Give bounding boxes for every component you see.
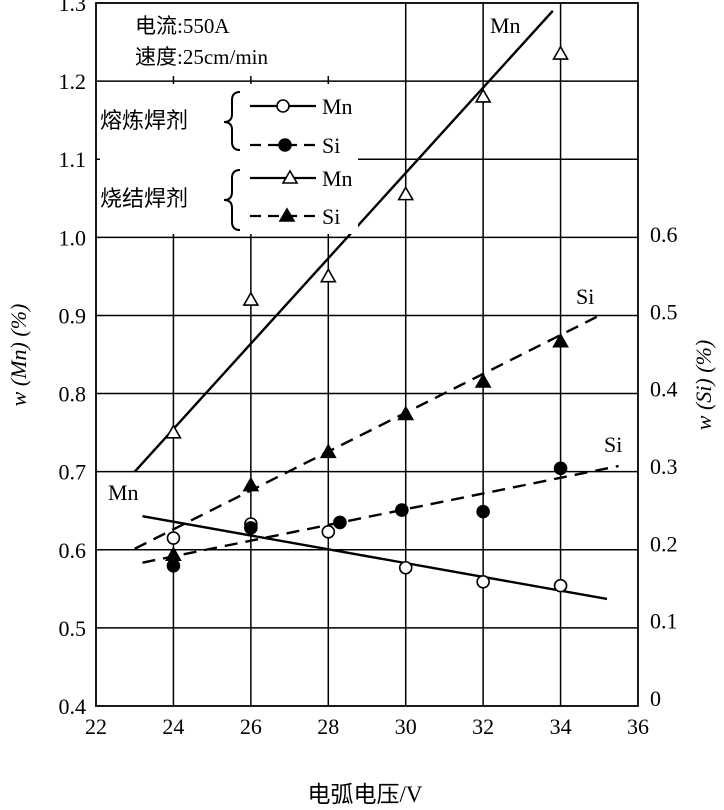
grid — [96, 3, 638, 706]
condition-current: 电流:550A — [135, 14, 230, 38]
point-sintered-si-3 — [397, 405, 415, 421]
point-sintered-mn-3 — [397, 185, 415, 201]
point-sintered-si-5 — [552, 332, 569, 348]
left-tick-label-0.5: 0.5 — [59, 616, 87, 641]
point-sintered-mn-4 — [474, 88, 492, 103]
left-axis-label: w (Mn) (%) — [6, 304, 31, 407]
left-tick-label-1.0: 1.0 — [59, 225, 87, 250]
point-fused-si-2 — [333, 515, 347, 530]
right-tick-label-0.4: 0.4 — [650, 377, 678, 402]
right-tick-label-0.1: 0.1 — [650, 609, 678, 634]
point-sintered-si-4 — [474, 373, 492, 388]
point-fused-si-3 — [395, 503, 409, 517]
point-sintered-mn-5 — [552, 45, 569, 60]
x-axis-ticks: 22 24 26 28 30 32 34 36 — [85, 714, 649, 739]
legend-marker-sintered-mn — [281, 169, 299, 184]
point-fused-mn-5 — [553, 578, 568, 593]
x-tick-label-28: 28 — [317, 714, 339, 739]
legend-box — [100, 84, 358, 234]
left-tick-label-0.9: 0.9 — [59, 303, 87, 328]
right-axis-ticks: 0 0.1 0.2 0.3 0.4 0.5 0.6 — [650, 222, 678, 711]
point-sintered-si-1 — [242, 476, 260, 492]
fit-lines — [133, 10, 619, 601]
x-tick-label-34: 34 — [550, 714, 572, 739]
left-axis-ticks: 0.4 0.5 0.6 0.7 0.8 0.9 1.0 1.1 1.2 1.3 — [59, 0, 87, 719]
fit-line-sintered-mn — [133, 10, 554, 473]
legend-group-fused: 熔炼焊剂 — [100, 108, 188, 133]
legend-group-sintered: 烧结焊剂 — [100, 186, 188, 211]
line-label-sintered-si: Si — [576, 284, 594, 309]
line-label-sintered-mn: Mn — [490, 13, 521, 38]
fit-line-fused-mn — [142, 515, 608, 601]
legend-brace-fused — [223, 91, 241, 151]
fit-line-fused-si — [142, 464, 619, 564]
x-tick-label-30: 30 — [395, 714, 417, 739]
x-tick-label-36: 36 — [627, 714, 649, 739]
point-fused-mn-0 — [166, 531, 181, 545]
left-tick-label-0.7: 0.7 — [59, 460, 87, 485]
line-label-fused-si: Si — [604, 432, 622, 457]
point-fused-mn-4 — [476, 575, 490, 589]
right-tick-label-0.3: 0.3 — [650, 454, 678, 479]
legend-entry-sintered-mn: Mn — [322, 166, 353, 191]
left-tick-label-0.8: 0.8 — [59, 382, 87, 407]
fit-line-sintered-si — [134, 312, 604, 550]
conditions-box — [100, 2, 332, 76]
condition-speed: 速度:25cm/min — [135, 45, 268, 69]
point-sintered-mn-2 — [319, 267, 337, 283]
x-axis-label: 电弧电压/V — [308, 782, 423, 807]
left-tick-label-1.2: 1.2 — [59, 69, 87, 94]
x-tick-label-26: 26 — [240, 714, 262, 739]
point-fused-mn-2 — [321, 525, 336, 539]
point-fused-mn-3 — [398, 560, 413, 575]
x-tick-label-22: 22 — [85, 714, 107, 739]
point-sintered-si-0 — [165, 546, 182, 561]
legend-entry-sintered-si: Si — [322, 204, 340, 229]
right-tick-label-0.2: 0.2 — [650, 531, 678, 556]
legend-marker-fused-si — [278, 138, 292, 152]
point-sintered-si-2 — [319, 443, 337, 459]
legend-entry-fused-mn: Mn — [322, 94, 353, 119]
left-tick-label-1.3: 1.3 — [59, 0, 87, 16]
point-fused-si-5 — [553, 461, 568, 476]
data-markers — [165, 45, 569, 593]
point-sintered-mn-1 — [242, 291, 260, 306]
right-tick-label-0.6: 0.6 — [650, 222, 678, 247]
right-axis-label: w (Si) (%) — [691, 340, 716, 430]
point-fused-si-0 — [166, 558, 181, 573]
x-tick-label-32: 32 — [472, 714, 494, 739]
left-tick-label-1.1: 1.1 — [59, 147, 87, 172]
point-fused-si-1 — [244, 521, 258, 535]
point-fused-si-4 — [476, 504, 490, 519]
left-tick-label-0.6: 0.6 — [59, 538, 87, 563]
point-sintered-mn-0 — [165, 423, 182, 439]
left-tick-label-0.4: 0.4 — [59, 694, 87, 719]
x-tick-label-24: 24 — [162, 714, 184, 739]
right-tick-label-0.5: 0.5 — [650, 299, 678, 324]
legend-marker-fused-mn — [276, 99, 290, 113]
legend-entry-fused-si: Si — [322, 133, 340, 158]
right-tick-label-0: 0 — [650, 686, 661, 711]
legend-brace-sintered — [223, 169, 241, 231]
line-label-fused-mn: Mn — [108, 480, 139, 505]
plot-frame — [95, 2, 639, 707]
legend-marker-sintered-si — [278, 207, 296, 222]
